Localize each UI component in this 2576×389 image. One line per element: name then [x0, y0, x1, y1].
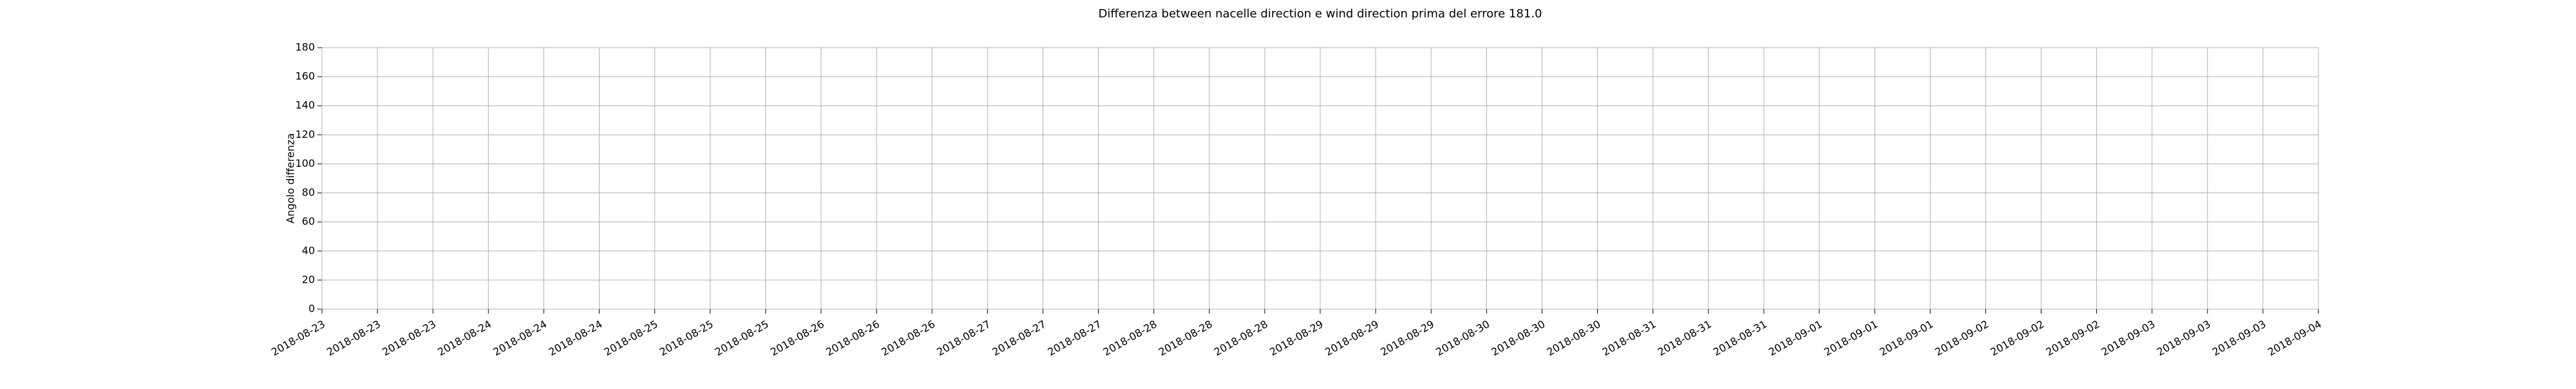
x-tick-label: 2018-08-24	[491, 318, 549, 358]
x-tick-label: 2018-08-26	[768, 318, 826, 358]
x-tick-label: 2018-09-03	[2155, 318, 2213, 358]
x-tick-label: 2018-08-31	[1711, 318, 1769, 358]
x-tick-label: 2018-08-30	[1545, 318, 1603, 358]
x-tick-label: 2018-08-28	[1212, 318, 1270, 358]
x-tick-label: 2018-08-28	[1157, 318, 1215, 358]
x-tick-label: 2018-09-03	[2099, 318, 2157, 358]
x-tick-label: 2018-08-26	[879, 318, 937, 358]
x-tick-label: 2018-09-01	[1766, 318, 1824, 358]
x-tick-label: 2018-08-23	[269, 318, 327, 358]
y-tick-label: 60	[302, 215, 315, 227]
x-tick-label: 2018-08-25	[713, 318, 771, 358]
x-tick-label: 2018-09-01	[1822, 318, 1880, 358]
x-tick-label: 2018-08-30	[1489, 318, 1547, 358]
x-tick-label: 2018-08-23	[325, 318, 383, 358]
x-tick-label: 2018-08-26	[824, 318, 882, 358]
y-tick-label: 80	[302, 186, 315, 198]
x-tick-label: 2018-08-31	[1600, 318, 1658, 358]
y-tick-label: 0	[308, 303, 315, 315]
x-tick-label: 2018-09-02	[1988, 318, 2046, 358]
x-tick-label: 2018-09-04	[2266, 318, 2324, 358]
x-tick-label: 2018-08-23	[380, 318, 438, 358]
x-tick-label: 2018-08-29	[1267, 318, 1325, 358]
x-tick-label: 2018-08-25	[602, 318, 660, 358]
y-tick-label: 40	[302, 244, 315, 256]
y-tick-label: 180	[295, 41, 315, 53]
x-tick-label: 2018-08-27	[1046, 318, 1104, 358]
x-tick-label: 2018-08-29	[1378, 318, 1436, 358]
x-tick-label: 2018-08-24	[547, 318, 605, 358]
x-tick-label: 2018-08-27	[934, 318, 992, 358]
x-tick-label: 2018-09-02	[2044, 318, 2102, 358]
x-tick-label: 2018-08-27	[990, 318, 1048, 358]
x-tick-label: 2018-08-24	[435, 318, 493, 358]
x-tick-label: 2018-09-01	[1877, 318, 1935, 358]
y-tick-label: 20	[302, 273, 315, 285]
x-tick-label: 2018-09-02	[1933, 318, 1991, 358]
y-tick-label: 160	[295, 70, 315, 82]
x-tick-label: 2018-09-03	[2210, 318, 2268, 358]
chart-title: Differenza between nacelle direction e w…	[1099, 7, 1542, 21]
x-tick-label: 2018-08-29	[1323, 318, 1381, 358]
y-tick-label: 120	[295, 128, 315, 140]
y-tick-label: 140	[295, 99, 315, 111]
y-tick-label: 100	[295, 157, 315, 169]
y-axis-label: Angolo differenza	[285, 133, 297, 223]
x-tick-label: 2018-08-31	[1656, 318, 1714, 358]
x-tick-label: 2018-08-28	[1101, 318, 1159, 358]
x-tick-label: 2018-08-25	[658, 318, 715, 358]
x-tick-label: 2018-08-30	[1434, 318, 1492, 358]
